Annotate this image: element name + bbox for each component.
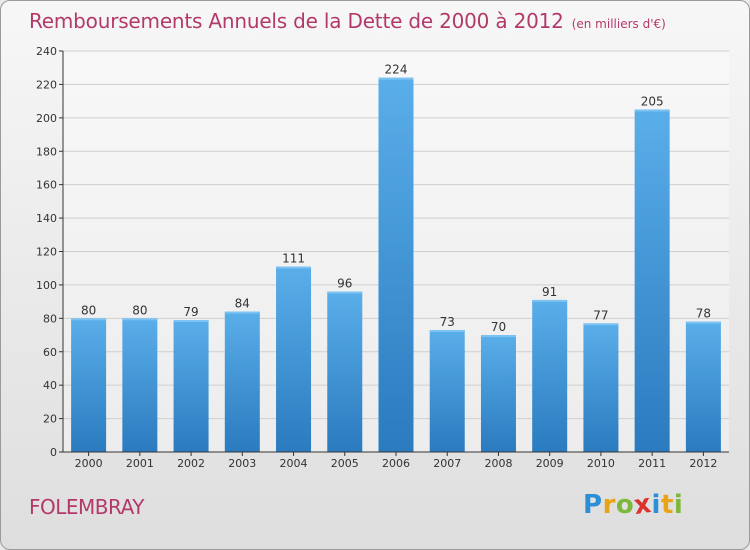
- logo-letter: i: [673, 490, 684, 520]
- chart-title-block: Remboursements Annuels de la Dette de 20…: [29, 9, 666, 33]
- x-tick-label: 2012: [689, 457, 717, 470]
- y-tick-label: 200: [36, 112, 57, 125]
- bar: [122, 318, 158, 452]
- bar: [429, 330, 465, 452]
- logo-letter: r: [602, 490, 616, 520]
- y-tick-label: 100: [36, 279, 57, 292]
- x-tick-label: 2001: [126, 457, 154, 470]
- y-tick-label: 40: [43, 379, 57, 392]
- bar: [685, 321, 721, 452]
- bar: [634, 109, 670, 453]
- bar: [327, 291, 363, 452]
- y-tick-label: 0: [50, 446, 57, 459]
- x-tick-label: 2007: [433, 457, 461, 470]
- bar-highlight: [327, 291, 363, 294]
- logo-letter: t: [660, 490, 674, 520]
- bar: [276, 266, 312, 452]
- place-name: FOLEMBRAY: [29, 495, 144, 519]
- bar: [224, 311, 260, 452]
- data-label: 91: [542, 285, 557, 299]
- y-tick-label: 180: [36, 145, 57, 158]
- x-tick-label: 2000: [75, 457, 103, 470]
- chart-title: Remboursements Annuels de la Dette de 20…: [29, 9, 564, 33]
- x-tick-label: 2005: [331, 457, 359, 470]
- x-tick-label: 2006: [382, 457, 410, 470]
- y-tick-label: 60: [43, 346, 57, 359]
- data-label: 96: [337, 277, 352, 291]
- x-tick-label: 2002: [177, 457, 205, 470]
- bar: [583, 323, 619, 452]
- x-tick-label: 2003: [228, 457, 256, 470]
- bar: [173, 320, 209, 452]
- y-tick-label: 140: [36, 212, 57, 225]
- y-tick-label: 220: [36, 78, 57, 91]
- bar-highlight: [429, 330, 465, 333]
- bar-chart: 80 80 79 84 111 96 224 73 70 91 77 205 78 0 20 40 60 80 1…: [36, 45, 729, 470]
- x-tick-label: 2009: [536, 457, 564, 470]
- data-label: 111: [282, 252, 305, 266]
- proxiti-logo: Proxiti: [583, 488, 684, 522]
- bar-highlight: [634, 109, 670, 112]
- y-tick-label: 240: [36, 45, 57, 58]
- data-label: 70: [491, 320, 506, 334]
- y-tick-label: 120: [36, 246, 57, 259]
- bar-highlight: [583, 323, 619, 326]
- bar-highlight: [532, 299, 568, 302]
- data-label: 205: [641, 94, 664, 108]
- x-tick-label: 2011: [638, 457, 666, 470]
- bar: [532, 299, 568, 452]
- data-label: 78: [696, 307, 711, 321]
- bar-highlight: [173, 320, 209, 323]
- bar-highlight: [480, 335, 516, 338]
- data-label: 73: [440, 315, 455, 329]
- bar: [480, 335, 516, 452]
- bar: [71, 318, 107, 452]
- y-tick-label: 20: [43, 413, 57, 426]
- bar-highlight: [378, 77, 414, 80]
- x-tick-label: 2004: [280, 457, 308, 470]
- bar-highlight: [685, 321, 721, 324]
- logo-letter: x: [632, 488, 654, 522]
- unit-note: (en milliers d'€): [571, 17, 666, 31]
- logo-letter: o: [615, 490, 635, 520]
- bar: [378, 77, 414, 452]
- bar-highlight: [71, 318, 107, 321]
- y-tick-label: 160: [36, 179, 57, 192]
- x-tick-label: 2010: [587, 457, 615, 470]
- data-label: 84: [235, 297, 250, 311]
- bar-highlight: [276, 266, 312, 269]
- data-label: 79: [183, 305, 198, 319]
- y-tick-label: 80: [43, 312, 57, 325]
- bar-highlight: [224, 311, 260, 314]
- data-label: 80: [132, 303, 147, 317]
- logo-letter: i: [651, 490, 661, 520]
- bar-highlight: [122, 318, 158, 321]
- data-label: 77: [593, 308, 608, 322]
- data-label: 224: [385, 63, 408, 77]
- data-label: 80: [81, 303, 96, 317]
- x-tick-label: 2008: [484, 457, 512, 470]
- logo-letter: P: [583, 490, 603, 520]
